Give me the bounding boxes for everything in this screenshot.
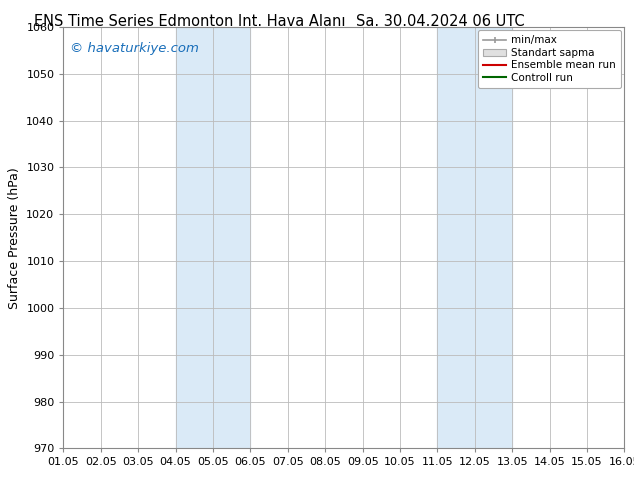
Legend: min/max, Standart sapma, Ensemble mean run, Controll run: min/max, Standart sapma, Ensemble mean r… — [478, 30, 621, 88]
Bar — [176, 27, 250, 448]
Text: Sa. 30.04.2024 06 UTC: Sa. 30.04.2024 06 UTC — [356, 14, 525, 29]
Text: © havaturkiye.com: © havaturkiye.com — [70, 42, 199, 55]
Bar — [437, 27, 512, 448]
Y-axis label: Surface Pressure (hPa): Surface Pressure (hPa) — [8, 167, 21, 309]
Text: ENS Time Series Edmonton Int. Hava Alanı: ENS Time Series Edmonton Int. Hava Alanı — [34, 14, 346, 29]
